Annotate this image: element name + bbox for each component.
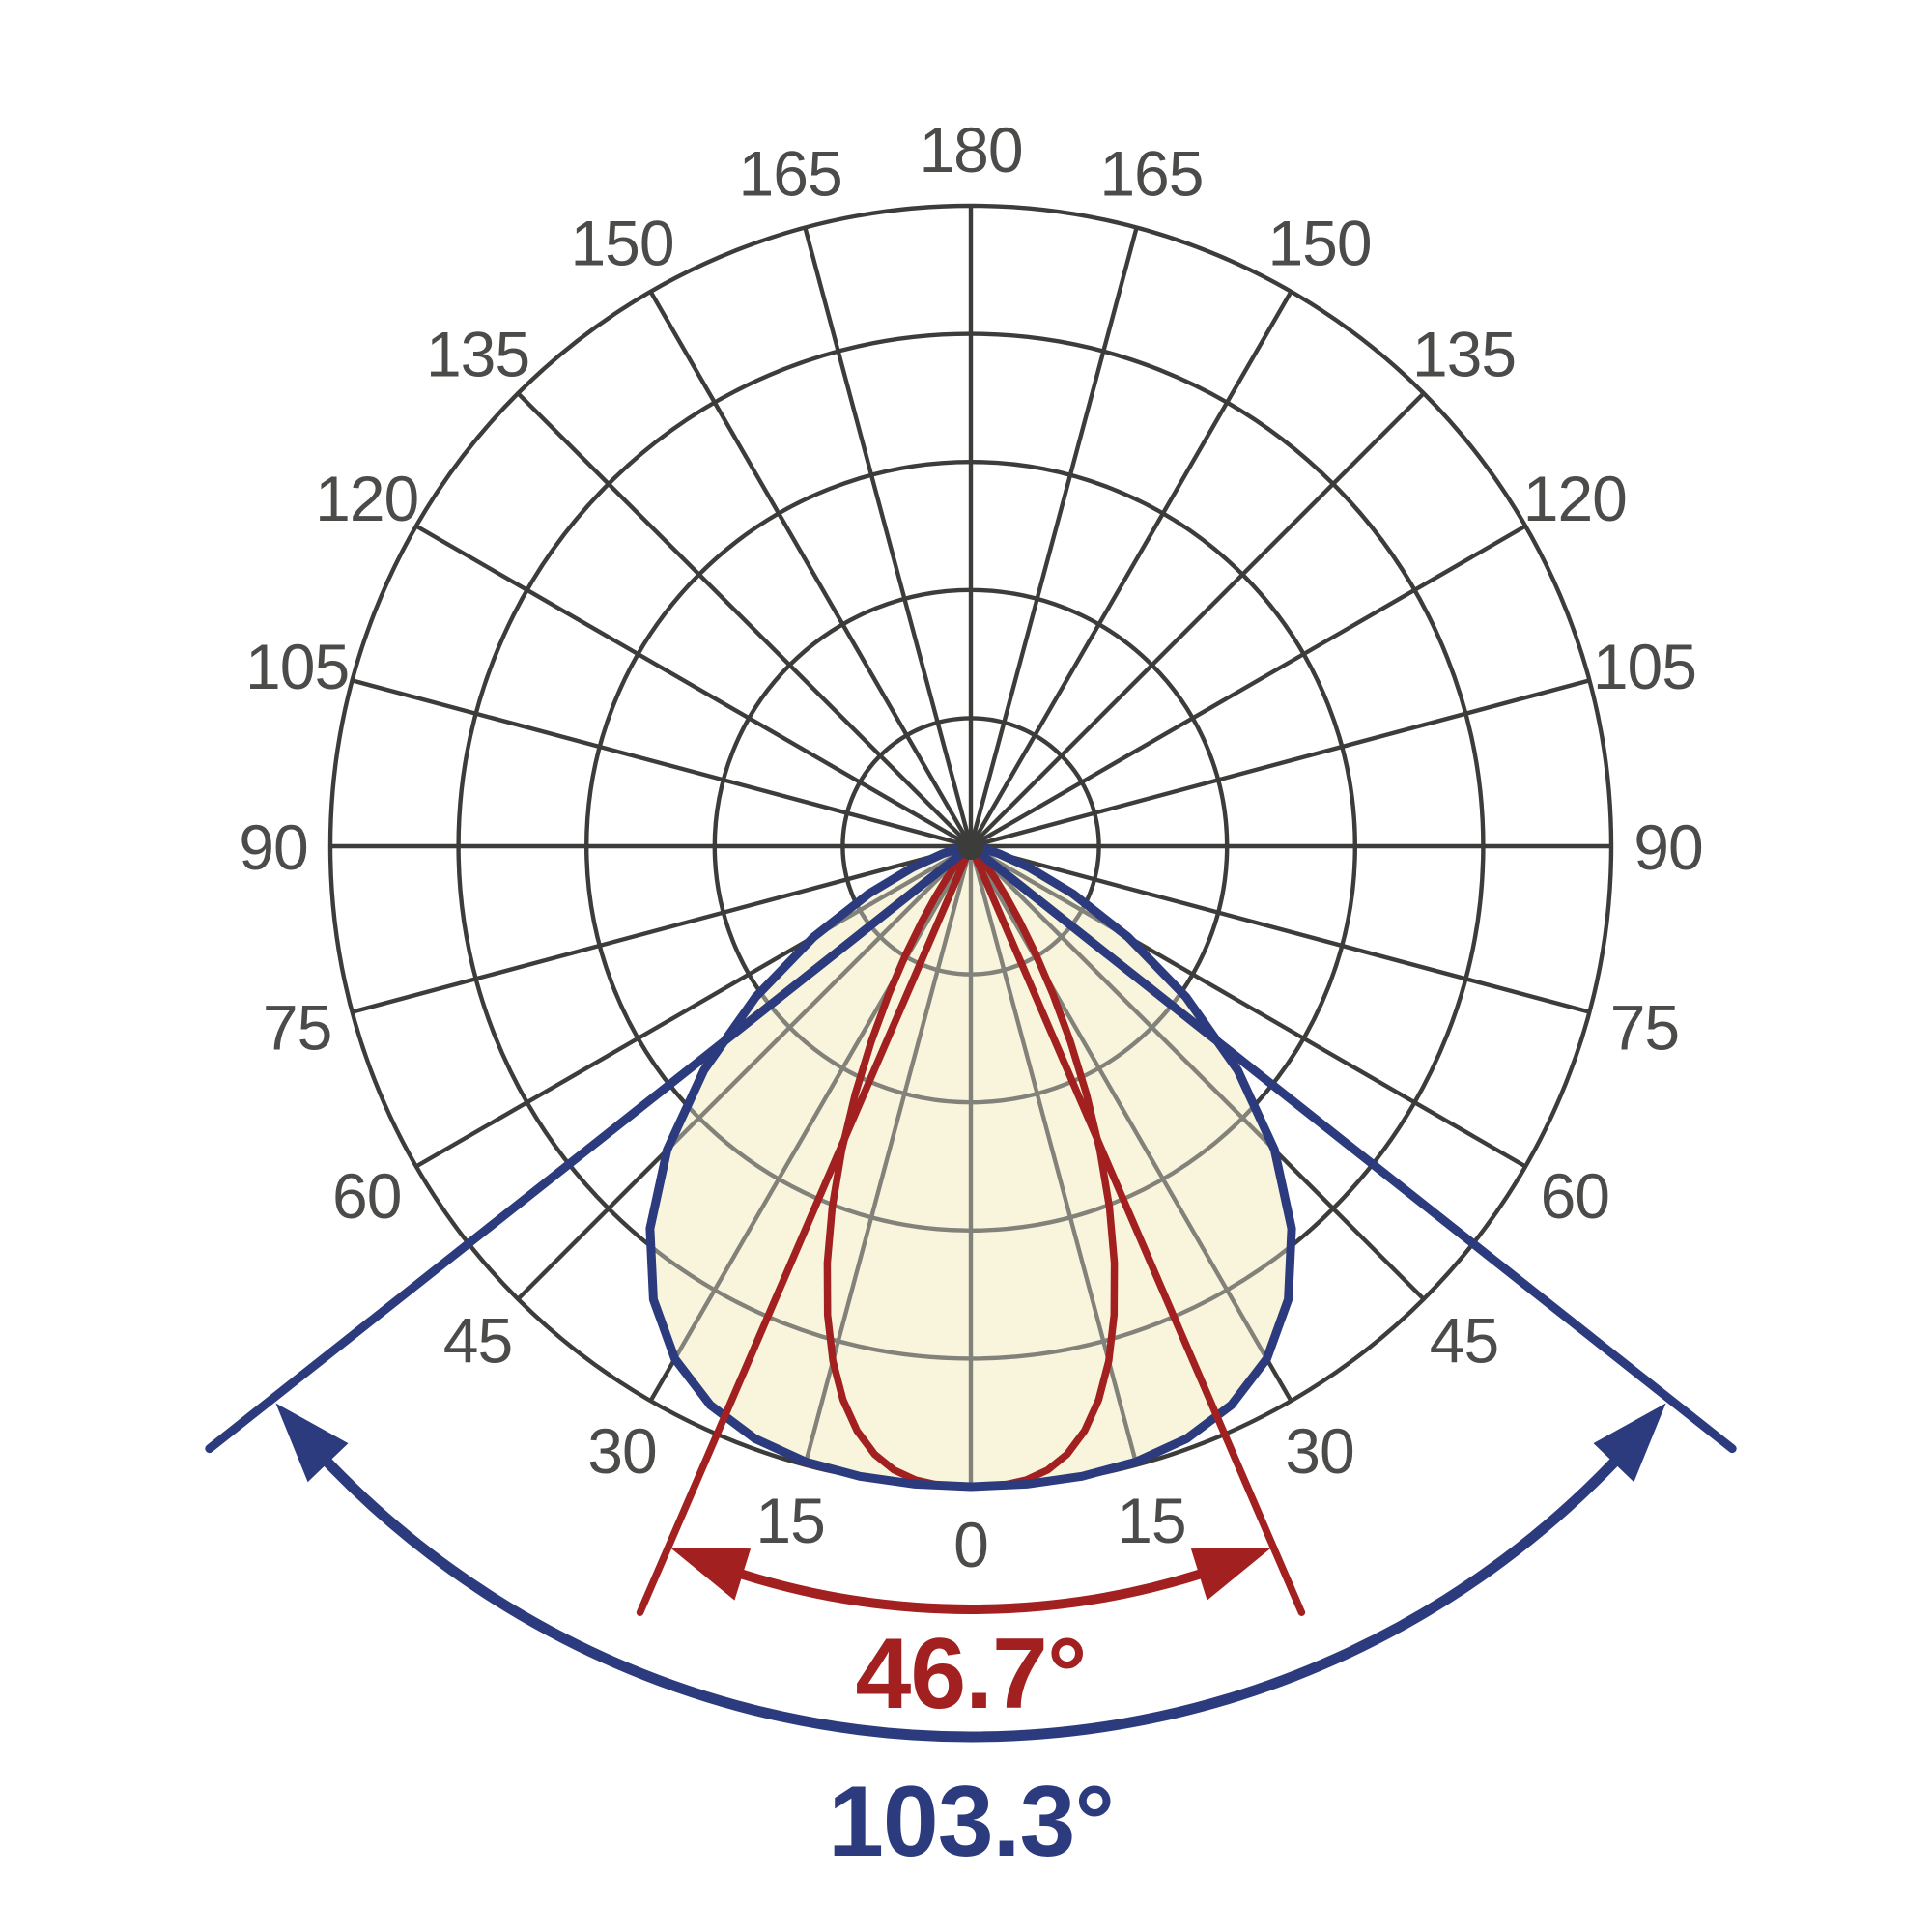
angle-tick-label: 75 — [263, 992, 331, 1064]
angle-tick-label: 90 — [1634, 811, 1702, 883]
angle-tick-label: 75 — [1610, 992, 1679, 1064]
angle-tick-label: 120 — [1523, 463, 1627, 534]
angle-tick-label: 150 — [570, 207, 673, 278]
angle-tick-label: 30 — [587, 1415, 656, 1487]
angle-tick-label: 150 — [1267, 207, 1371, 278]
narrow-beam-angle-arc — [669, 1548, 1272, 1614]
dimension-arrowhead-icon — [1593, 1403, 1666, 1483]
angle-tick-label: 165 — [1099, 137, 1203, 209]
angle-tick-label: 105 — [1593, 631, 1696, 702]
angle-tick-label: 90 — [239, 811, 307, 883]
angle-tick-label: 135 — [1412, 318, 1516, 389]
angle-tick-label: 15 — [755, 1485, 824, 1556]
wide-beam-angle-arc — [275, 1403, 1666, 1743]
chart-generated-content: 0 15 15 30 30 45 45 60 60 75 75 90 90 105 105 120 120 135… — [205, 114, 1737, 1743]
angle-tick-label: 105 — [245, 631, 349, 702]
angle-tick-label: 135 — [426, 318, 529, 389]
angle-tick-labels: 0 15 15 30 30 45 45 60 60 75 75 90 90 105 105 120 120 135… — [239, 114, 1703, 1580]
wide-beam-limit-line — [205, 841, 976, 1454]
wide-beam-angle-label: 103.3° — [828, 1766, 1114, 1878]
narrow-beam-limit-line — [636, 842, 975, 1616]
angle-tick-label: 30 — [1285, 1415, 1353, 1487]
angle-tick-label: 45 — [1430, 1304, 1498, 1376]
angle-tick-label: 60 — [1541, 1160, 1609, 1232]
beam-limit-lines — [205, 841, 1737, 1616]
angle-tick-label: 45 — [443, 1304, 512, 1376]
dimension-arrowhead-icon — [1190, 1548, 1272, 1601]
wide-beam-limit-line — [966, 841, 1737, 1454]
angle-tick-label: 60 — [332, 1160, 401, 1232]
angle-tick-label: 15 — [1117, 1485, 1185, 1556]
center-point — [957, 833, 984, 860]
angle-tick-label: 0 — [953, 1509, 988, 1580]
narrow-beam-limit-line — [967, 842, 1306, 1616]
angle-tick-label: 165 — [739, 137, 842, 209]
angle-tick-label: 180 — [919, 114, 1022, 185]
angle-tick-label: 120 — [315, 463, 418, 534]
narrow-beam-angle-label: 46.7° — [855, 1618, 1086, 1730]
wide-beam-curve — [645, 841, 1296, 1492]
dimension-arrowhead-icon — [669, 1548, 752, 1601]
dimension-arrowhead-icon — [275, 1403, 349, 1483]
